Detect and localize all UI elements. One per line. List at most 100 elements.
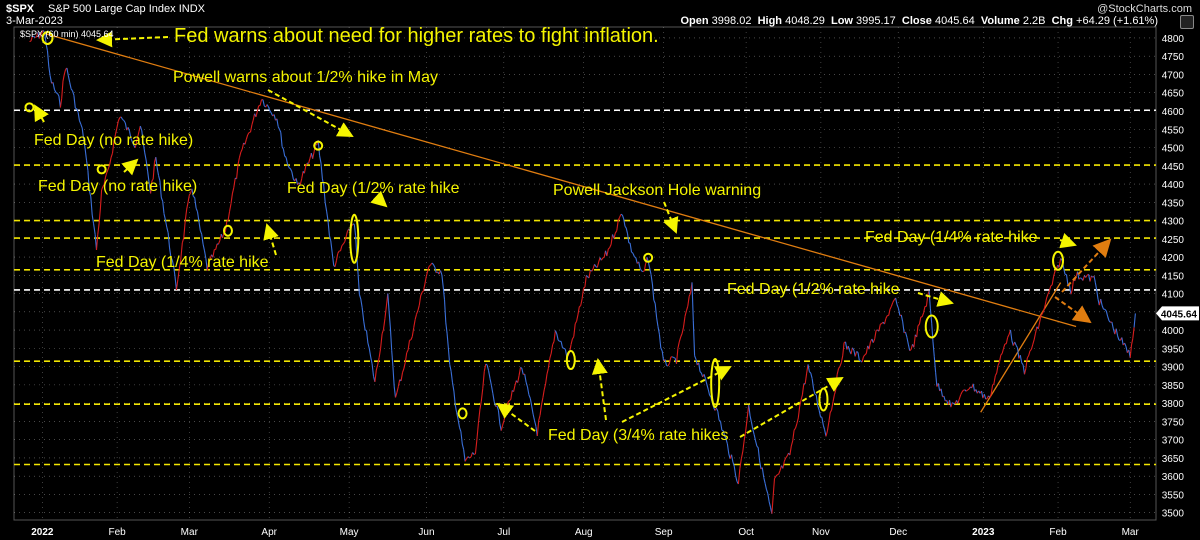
price-segment	[177, 268, 180, 280]
high-value: 4048.29	[785, 15, 825, 27]
price-segment	[236, 164, 239, 179]
price-segment	[542, 389, 545, 398]
collapse-button[interactable]	[1180, 15, 1194, 29]
price-segment	[485, 363, 488, 366]
y-tick-label: 3650	[1162, 454, 1185, 465]
price-segment	[226, 219, 229, 222]
price-segment	[267, 106, 271, 111]
price-segment	[842, 342, 845, 356]
price-segment	[1108, 320, 1111, 323]
price-segment	[48, 66, 51, 76]
price-segment	[252, 113, 256, 121]
price-segment	[109, 157, 112, 165]
last-price-box	[1156, 306, 1199, 321]
price-segment	[195, 207, 199, 212]
price-segment	[490, 385, 494, 394]
price-segment	[186, 202, 189, 210]
price-segment	[664, 359, 668, 366]
price-segment	[687, 296, 690, 307]
price-segment	[442, 286, 446, 300]
chg-label: Chg	[1051, 15, 1073, 27]
annotation-arrow	[621, 366, 732, 423]
price-segment	[1121, 337, 1124, 346]
price-segment	[230, 193, 233, 204]
price-segment	[400, 372, 404, 381]
price-segment	[835, 374, 838, 391]
y-tick-label: 3750	[1162, 417, 1185, 428]
price-segment	[365, 330, 369, 344]
price-segment	[581, 288, 585, 299]
annotation-arrow	[96, 31, 169, 48]
price-segment	[801, 383, 805, 395]
price-segment	[30, 36, 33, 42]
price-segment	[634, 256, 637, 259]
price-segment	[1044, 297, 1048, 306]
price-segment	[375, 364, 379, 371]
price-segment	[900, 314, 904, 322]
last-price-value: 4045.64	[1161, 309, 1198, 320]
price-segment	[61, 81, 64, 99]
price-segment	[456, 412, 459, 420]
price-segment	[492, 393, 495, 402]
price-segment	[1133, 313, 1136, 328]
price-segment	[812, 388, 816, 395]
price-segment	[335, 253, 339, 261]
price-segment	[180, 242, 183, 260]
price-segment	[538, 414, 541, 421]
annotations: Fed warns about need for higher rates to…	[34, 25, 1038, 444]
price-segment	[528, 394, 531, 399]
price-segment	[382, 318, 386, 330]
price-segment	[88, 190, 92, 197]
price-segment	[124, 122, 128, 131]
price-segment	[532, 413, 536, 421]
price-segment	[677, 341, 680, 349]
price-segment	[141, 130, 144, 143]
price-segment	[811, 378, 815, 389]
price-segment	[1021, 362, 1024, 366]
price-segment	[632, 253, 635, 257]
price-segment	[774, 475, 777, 479]
price-segment	[560, 341, 564, 348]
price-segment	[529, 398, 533, 407]
price-segment	[139, 125, 143, 131]
price-segment	[391, 350, 394, 367]
price-segment	[244, 139, 247, 145]
price-segment	[71, 90, 75, 96]
price-segment	[839, 362, 842, 367]
price-segment	[844, 341, 848, 350]
price-segment	[1000, 353, 1003, 356]
price-segment	[135, 136, 139, 143]
price-segment	[77, 112, 80, 121]
volume-value: 2.2B	[1022, 15, 1046, 27]
x-tick-label: Jun	[418, 527, 434, 538]
price-segment	[278, 129, 282, 133]
price-segment	[624, 225, 627, 229]
price-segment	[1068, 285, 1072, 295]
annotation-arrow	[121, 158, 139, 176]
price-segment	[670, 356, 673, 358]
price-segment	[241, 142, 245, 150]
event-marker	[643, 252, 654, 263]
price-segment	[142, 142, 146, 153]
price-segment	[635, 257, 638, 264]
price-segment	[563, 347, 566, 350]
price-segment	[299, 178, 303, 185]
price-segment	[286, 163, 290, 168]
price-segment	[413, 319, 416, 328]
price-segment	[671, 356, 674, 359]
price-segment	[688, 292, 692, 297]
price-segment	[719, 421, 723, 431]
price-segment	[431, 262, 434, 265]
event-marker	[710, 358, 721, 409]
price-segment	[418, 295, 422, 306]
price-segment	[219, 233, 222, 241]
price-segment	[199, 230, 203, 235]
price-segment	[750, 421, 754, 430]
price-segment	[793, 427, 796, 431]
price-segment	[91, 214, 95, 224]
price-segment	[783, 457, 787, 462]
price-segment	[160, 197, 164, 202]
price-segment	[730, 454, 734, 463]
x-tick-label: May	[340, 527, 359, 538]
